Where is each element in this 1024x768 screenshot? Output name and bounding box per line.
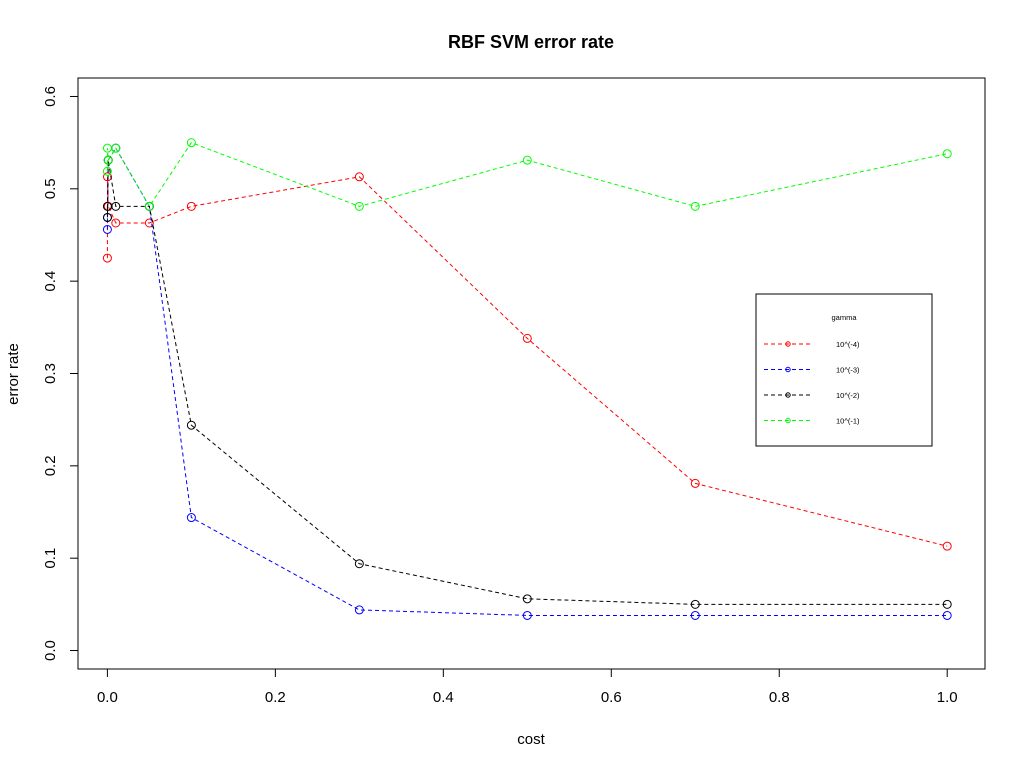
y-tick-label: 0.2: [42, 455, 59, 476]
data-point: [522, 155, 532, 165]
data-point: [186, 420, 196, 430]
x-tick-label: 0.2: [265, 689, 286, 706]
data-point: [522, 333, 532, 343]
data-point: [111, 143, 121, 153]
data-point: [354, 605, 364, 615]
legend: gamma 10^(-4) 10^(-3) 10^(-2) 10^(-1): [755, 293, 933, 447]
data-point: [690, 201, 700, 211]
legend-marker: [785, 341, 791, 347]
chart-title: RBF SVM error rate: [448, 32, 614, 52]
data-point: [102, 253, 112, 263]
data-point: [102, 172, 112, 182]
data-point: [690, 610, 700, 620]
data-point: [102, 224, 112, 234]
y-tick-label: 0.4: [42, 271, 59, 292]
x-axis: 0.0 0.2 0.4 0.6 0.8 1.0: [97, 668, 958, 706]
legend-entry: 10^(-4): [764, 340, 860, 349]
legend-label: 10^(-4): [836, 340, 860, 349]
legend-marker: [785, 417, 791, 424]
legend-marker: [785, 392, 791, 398]
data-point: [690, 599, 700, 609]
data-point: [111, 218, 121, 228]
y-tick-label: 0.0: [42, 640, 59, 661]
x-tick-label: 0.8: [769, 689, 790, 706]
legend-entry: 10^(-1): [764, 417, 860, 426]
data-point: [942, 599, 952, 609]
data-point: [522, 610, 532, 620]
y-tick-label: 0.5: [42, 178, 59, 199]
legend-label: 10^(-2): [836, 391, 860, 400]
legend-title: gamma: [831, 313, 857, 322]
data-point: [690, 478, 700, 488]
legend-entry: 10^(-2): [764, 391, 860, 400]
data-point: [103, 155, 113, 165]
y-tick-label: 0.3: [42, 363, 59, 384]
data-point: [102, 166, 112, 176]
x-tick-label: 0.6: [601, 689, 622, 706]
x-tick-label: 0.0: [97, 689, 118, 706]
data-point: [354, 201, 364, 211]
y-tick-label: 0.6: [42, 86, 59, 107]
legend-marker: [785, 366, 791, 373]
data-point: [111, 201, 121, 211]
legend-label: 10^(-1): [836, 417, 860, 426]
series-layer: [102, 138, 952, 620]
series-line: [106, 160, 948, 605]
data-point: [522, 594, 532, 604]
legend-entry: 10^(-3): [764, 366, 860, 375]
data-point: [186, 138, 196, 148]
y-tick-label: 0.1: [42, 548, 59, 569]
data-point: [354, 172, 364, 182]
data-point: [354, 559, 364, 569]
data-point: [144, 201, 154, 211]
data-point: [942, 610, 952, 620]
x-axis-label: cost: [517, 731, 545, 748]
legend-label: 10^(-3): [836, 366, 860, 375]
x-tick-label: 0.4: [433, 689, 454, 706]
x-tick-label: 1.0: [937, 689, 958, 706]
data-point: [186, 513, 196, 523]
data-point: [186, 201, 196, 211]
data-point: [144, 218, 154, 228]
data-point: [942, 541, 952, 551]
y-axis-label: error rate: [5, 343, 22, 405]
data-point: [942, 149, 952, 159]
series-line: [106, 142, 948, 208]
series-4: [102, 138, 952, 211]
data-point: [102, 212, 112, 222]
y-axis: 0.0 0.1 0.2 0.3 0.4 0.5 0.6: [42, 86, 79, 661]
